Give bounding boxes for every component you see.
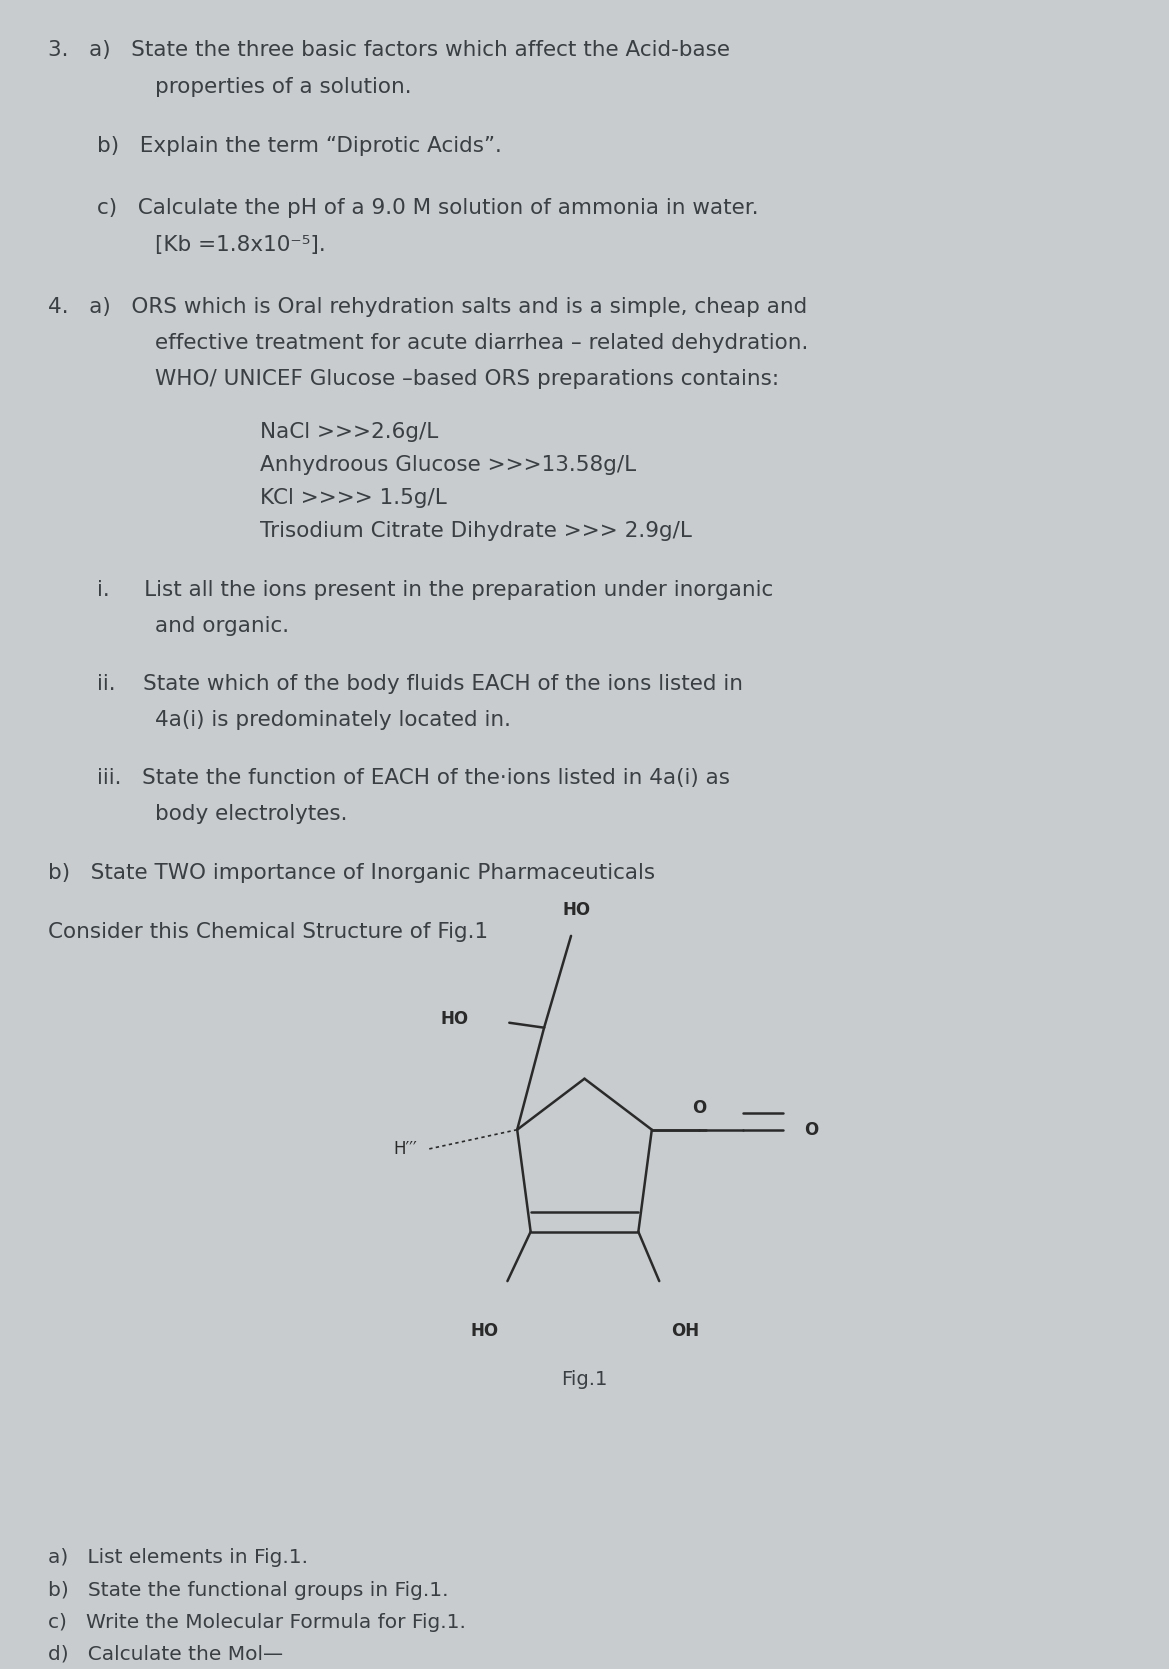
Text: WHO/ UNICEF Glucose –based ORS preparations contains:: WHO/ UNICEF Glucose –based ORS preparati…: [155, 369, 780, 389]
Text: iii.   State the function of EACH of the·ions listed in 4a(i) as: iii. State the function of EACH of the·i…: [97, 768, 729, 788]
Text: Anhydroous Glucose >>>13.58g/L: Anhydroous Glucose >>>13.58g/L: [260, 456, 636, 476]
Text: HO: HO: [562, 901, 590, 920]
Text: 4.   a)   ORS which is Oral rehydration salts and is a simple, cheap and: 4. a) ORS which is Oral rehydration salt…: [48, 297, 808, 317]
Text: c)   Calculate the pH of a 9.0 M solution of ammonia in water.: c) Calculate the pH of a 9.0 M solution …: [97, 199, 759, 219]
Text: H′′′: H′′′: [394, 1140, 417, 1158]
Text: ii.    State which of the body fluids EACH of the ions listed in: ii. State which of the body fluids EACH …: [97, 674, 743, 694]
Text: d)   Calculate the Mol—: d) Calculate the Mol—: [48, 1644, 283, 1664]
Text: c)   Write the Molecular Formula for Fig.1.: c) Write the Molecular Formula for Fig.1…: [48, 1614, 466, 1632]
Text: HO: HO: [441, 1010, 469, 1028]
Text: i.     List all the ions present in the preparation under inorganic: i. List all the ions present in the prep…: [97, 581, 773, 601]
Text: [Kb =1.8x10⁻⁵].: [Kb =1.8x10⁻⁵].: [155, 235, 326, 255]
Text: Fig.1: Fig.1: [561, 1370, 608, 1389]
Text: O: O: [692, 1098, 706, 1117]
Text: body electrolytes.: body electrolytes.: [155, 804, 347, 824]
Text: effective treatment for acute diarrhea – related dehydration.: effective treatment for acute diarrhea –…: [155, 334, 809, 354]
Text: properties of a solution.: properties of a solution.: [155, 77, 411, 97]
Text: b)   State TWO importance of Inorganic Pharmaceuticals: b) State TWO importance of Inorganic Pha…: [48, 863, 656, 883]
Text: a)   List elements in Fig.1.: a) List elements in Fig.1.: [48, 1547, 309, 1567]
Text: KCl >>>> 1.5g/L: KCl >>>> 1.5g/L: [260, 487, 447, 507]
Text: Trisodium Citrate Dihydrate >>> 2.9g/L: Trisodium Citrate Dihydrate >>> 2.9g/L: [260, 521, 691, 541]
Text: Consider this Chemical Structure of Fig.1: Consider this Chemical Structure of Fig.…: [48, 923, 489, 943]
Text: 3.   a)   State the three basic factors which affect the Acid-base: 3. a) State the three basic factors whic…: [48, 40, 731, 60]
Text: NaCl >>>2.6g/L: NaCl >>>2.6g/L: [260, 422, 437, 442]
Text: and organic.: and organic.: [155, 616, 289, 636]
Text: b)   Explain the term “Diprotic Acids”.: b) Explain the term “Diprotic Acids”.: [97, 135, 502, 155]
Text: OH: OH: [671, 1322, 699, 1340]
Text: O: O: [804, 1120, 818, 1138]
Text: HO: HO: [470, 1322, 498, 1340]
Text: 4a(i) is predominately located in.: 4a(i) is predominately located in.: [155, 709, 511, 729]
Text: b)   State the functional groups in Fig.1.: b) State the functional groups in Fig.1.: [48, 1581, 449, 1599]
